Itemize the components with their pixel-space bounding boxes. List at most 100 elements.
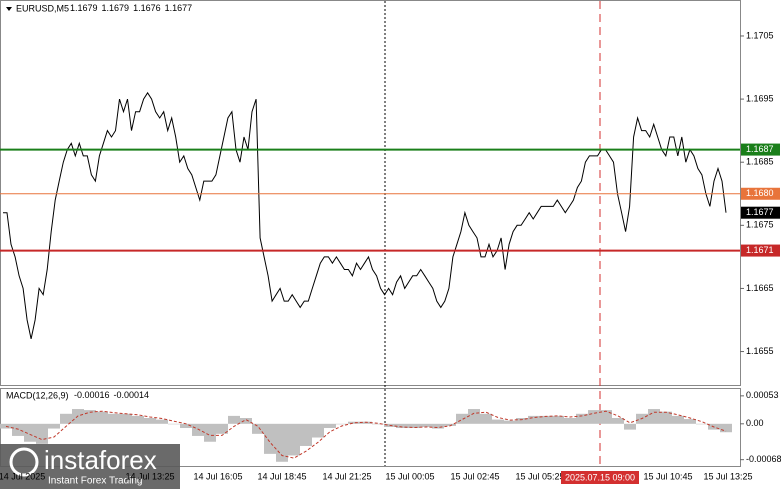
macd-bar [420,423,432,427]
macd-bar [180,423,192,429]
macd-bar [516,418,528,424]
macd-bar [540,415,552,424]
macd-bar [504,420,516,424]
macd-bar [120,413,132,424]
cursor-time-label: 2025.07.15 09:00 [565,472,635,482]
logo-brand: instaforex [44,445,157,475]
price-panel-frame [0,0,741,386]
level-tag-label: 1.1671 [746,245,774,255]
macd-bar [600,410,612,424]
macd-bar [408,423,420,429]
macd-bar [444,423,456,426]
macd-bar [12,423,24,436]
level-tag [741,244,780,257]
y-tick-label: 1.1705 [746,30,774,40]
value: 1.1676 [133,3,161,13]
logo-icon [9,447,39,477]
marks [0,35,744,462]
x-tick-label: 14 Jul 2025 [0,471,45,481]
x-tick-label: 15 Jul 02:45 [450,471,499,481]
y-tick-label: -0.00068 [746,454,781,464]
x-tick-label: 14 Jul 18:45 [257,471,306,481]
y-tick-label: 1.1675 [746,220,774,230]
value: 1.1677 [165,3,193,13]
macd-bar [528,415,540,424]
macd-bar [492,419,504,424]
value: -0.00016 [74,390,110,400]
current-price-label: 1.1677 [746,207,774,217]
x-tick-label: 15 Jul 05:25 [515,471,564,481]
macd-bar [216,423,228,434]
overlay: EURUSD,M5 1.1679 1.1679 1.1676 1.1677 MACD(… [0,3,781,489]
y-tick-label: 1.1695 [746,93,774,103]
macd-bar [588,410,600,424]
macd-bar [252,423,264,434]
x-tick-label: 15 Jul 10:45 [643,471,692,481]
macd-bar [468,409,480,424]
macd-bar [108,413,120,424]
y-tick-label: 1.1655 [746,346,774,356]
macd-bar [96,411,108,424]
macd-bar [696,423,708,425]
macd-bar [324,423,336,429]
macd-bar [132,415,144,424]
x-tick-label: 15 Jul 00:05 [385,471,434,481]
macd-bar [48,423,60,429]
macd-bar [396,423,408,429]
macd-bar [612,418,624,424]
macd-bar [264,423,276,454]
macd-bar [204,423,216,442]
macd-bar [228,415,240,424]
macd-bar [288,423,300,456]
macd-bar [168,423,180,425]
macd-bar [240,418,252,424]
x-tick-label: 14 Jul 13:25 [125,471,174,481]
x-tick-label: 15 Jul 13:25 [703,471,752,481]
level-tag-label: 1.1680 [746,188,774,198]
macd-bar [312,423,324,438]
macd-bar [60,413,72,424]
macd-bar [480,413,492,424]
value: -0.00014 [114,390,150,400]
macd-values: -0.00016 -0.00014 [74,390,149,400]
macd-bar [300,423,312,446]
macd-bar [36,423,48,444]
y-tick-label: 0.00 [746,418,764,428]
current-price-tag [741,206,780,219]
ohlc-values: 1.1679 1.1679 1.1676 1.1677 [70,3,192,13]
macd-bar [360,421,372,424]
macd-bar [672,415,684,424]
y-tick-label: 0.00053 [746,390,779,400]
macd-bar [192,423,204,436]
macd-bar [372,423,384,425]
macd-bar [348,421,360,424]
macd-bar [720,423,732,433]
macd-bar [624,423,636,430]
x-tick-label: 14 Jul 21:25 [322,471,371,481]
macd-bar [648,409,660,424]
level-tag [741,187,780,200]
signal-line [5,410,727,459]
y-tick-label: 1.1685 [746,157,774,167]
macd-bar [552,415,564,424]
level-tag-label: 1.1687 [746,144,774,154]
macd-bar [576,413,588,424]
value: 1.1679 [102,3,130,13]
menu-arrow [6,7,12,11]
macd-bar [456,413,468,424]
value: 1.1679 [70,3,98,13]
symbol-label: EURUSD,M5 [16,3,69,13]
macd-bar [24,423,36,442]
level-tag [741,143,780,156]
cursor-time-box [561,471,639,484]
logo-slogan: Instant Forex Trading [48,476,143,487]
macd-bar [432,423,444,429]
macd-bar [0,423,12,429]
macd-bar [144,418,156,424]
macd-bar [156,419,168,424]
macd-bar [660,411,672,424]
y-tick-label: 1.1665 [746,283,774,293]
macd-bar [564,418,576,424]
